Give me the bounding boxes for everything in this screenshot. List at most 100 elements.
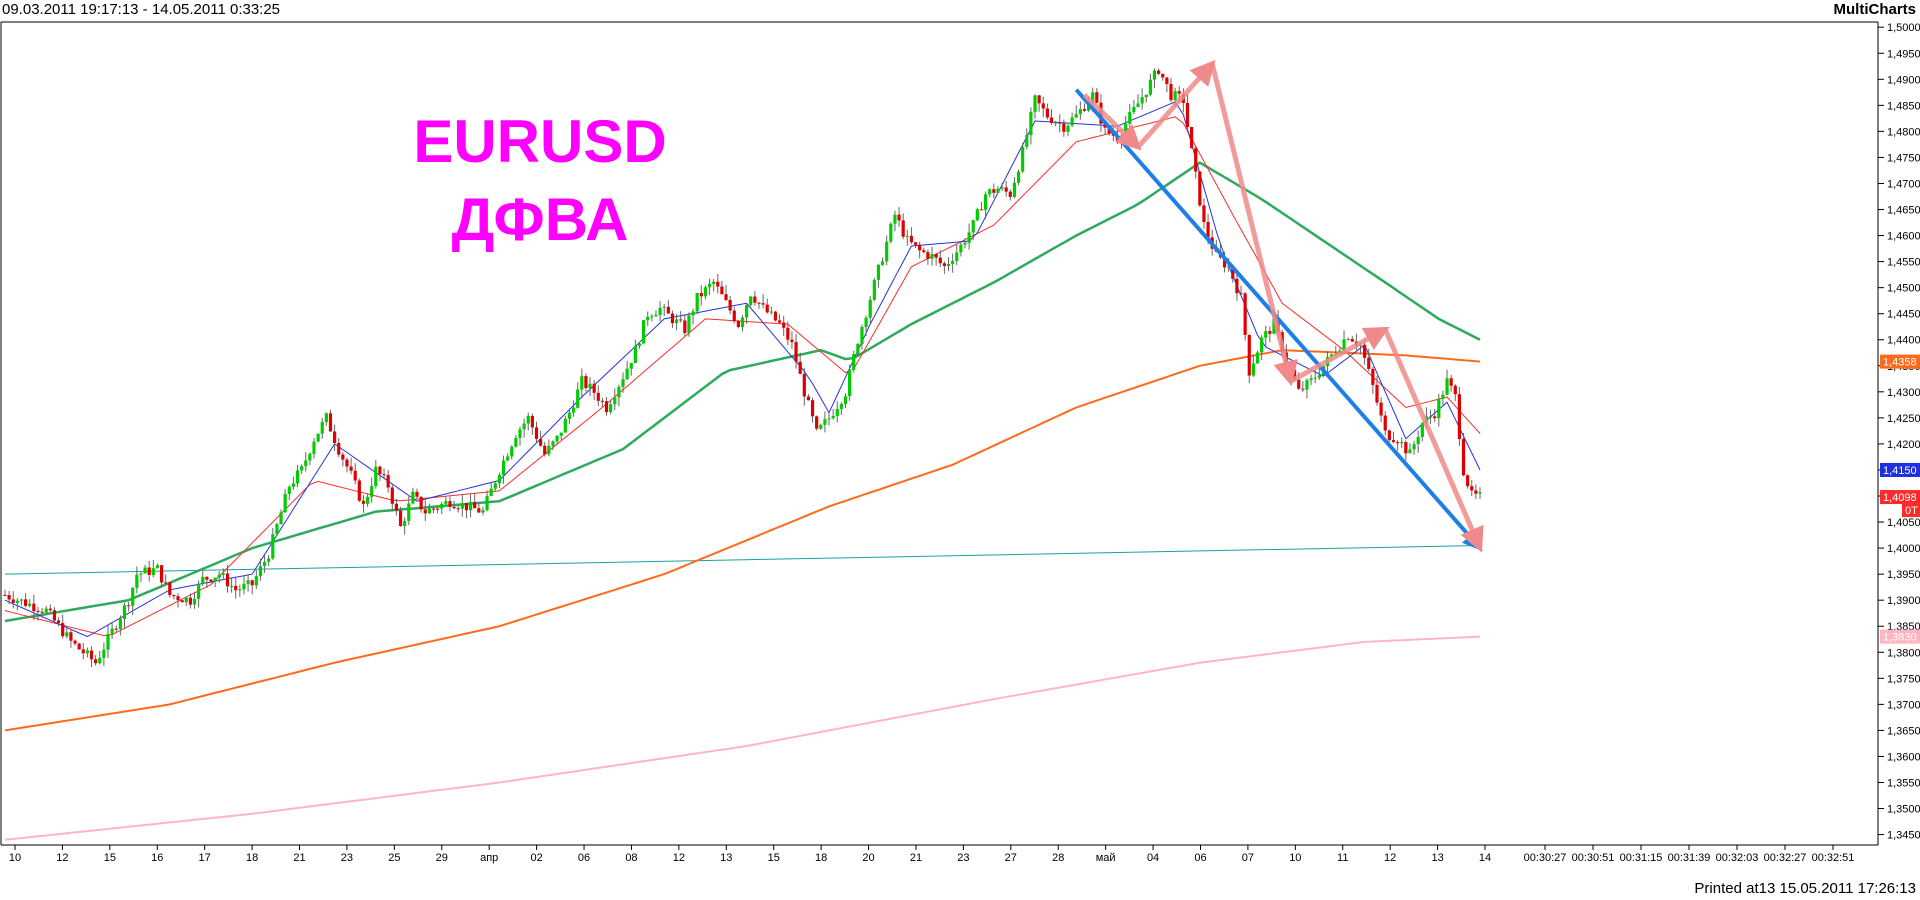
candle-body: [1194, 148, 1198, 172]
candle-body: [625, 368, 629, 380]
candle-body: [1095, 92, 1099, 103]
candle-body: [740, 317, 745, 328]
candle-body: [122, 605, 127, 620]
candle-body: [543, 445, 547, 455]
candle-body: [192, 598, 197, 605]
candle-body: [24, 599, 28, 606]
candle-body: [1157, 70, 1161, 74]
candle-body: [1033, 95, 1037, 112]
candle-body: [102, 649, 106, 658]
candle-body: [295, 470, 300, 484]
candle-body: [213, 577, 217, 582]
y-tick-label: 1,3800: [1887, 647, 1920, 659]
candle-body: [52, 610, 57, 621]
candle-body: [127, 605, 131, 607]
candle-body: [728, 299, 732, 311]
x-tick-label: 15: [768, 852, 780, 864]
candle-body: [798, 361, 802, 374]
candle-body: [225, 573, 230, 587]
candle-body: [1107, 127, 1111, 134]
candle-body: [1070, 117, 1074, 126]
candle-body: [279, 512, 283, 525]
candle-body: [514, 437, 518, 447]
candle-body: [403, 520, 407, 526]
x-tick-label: 04: [1147, 852, 1159, 864]
y-tick-label: 1,4900: [1887, 74, 1920, 86]
x-tick-label: 12: [1384, 852, 1396, 864]
candle-body: [1173, 91, 1177, 101]
x-tick-label: 20: [862, 852, 874, 864]
candle-body: [411, 491, 415, 504]
candle-body: [168, 582, 172, 596]
x-tick-label: 10: [9, 852, 21, 864]
candle-body: [1206, 222, 1210, 238]
candle-body: [19, 599, 24, 601]
candle-body: [1260, 337, 1264, 353]
candle-body: [468, 502, 473, 511]
x-tick-label: 14: [1479, 852, 1491, 864]
x-tick-label: 16: [151, 852, 163, 864]
candle-body: [1461, 439, 1466, 476]
candle-body: [534, 427, 539, 439]
candle-body: [1453, 385, 1457, 395]
x-tick-label: 17: [199, 852, 211, 864]
candle-body: [1387, 430, 1391, 441]
candle-body: [629, 363, 633, 369]
candle-body: [1268, 330, 1272, 334]
candle-body: [806, 396, 811, 401]
candle-body: [571, 407, 576, 413]
candle-body: [712, 281, 716, 285]
candle-body: [242, 583, 246, 590]
candle-body: [617, 386, 621, 398]
candle-body: [1363, 344, 1367, 358]
y-tick-label: 1,3600: [1887, 751, 1920, 763]
candle-body: [905, 235, 909, 237]
candle-body: [1297, 379, 1301, 389]
candle-body: [724, 294, 728, 300]
y-tick-label: 1,4200: [1887, 439, 1920, 451]
candle-body: [1227, 266, 1231, 268]
y-tick-label: 1,4750: [1887, 152, 1920, 164]
candle-body: [114, 628, 118, 630]
candle-body: [757, 302, 761, 304]
candle-body: [683, 320, 687, 334]
candle-body: [604, 401, 609, 413]
candle-body: [1016, 171, 1021, 183]
x-tick-label: 00:30:27: [1524, 852, 1567, 864]
candle-body: [1264, 330, 1268, 338]
candle-body: [576, 389, 580, 408]
candle-body: [312, 441, 316, 454]
candle-body: [889, 223, 893, 242]
candle-body: [7, 595, 11, 600]
candle-body: [1379, 402, 1383, 416]
candle-body: [959, 244, 963, 253]
candle-body: [506, 456, 510, 461]
candle-body: [65, 632, 69, 637]
x-tick-label: 18: [815, 852, 827, 864]
candle-body: [398, 510, 403, 526]
candle-body: [547, 445, 551, 455]
x-tick-label: 08: [625, 852, 637, 864]
candle-body: [613, 397, 617, 405]
candle-body: [633, 345, 637, 364]
candle-body: [938, 257, 942, 264]
candle-body: [143, 567, 147, 574]
y-tick-label: 1,3650: [1887, 725, 1920, 737]
support-line: [4, 544, 1481, 575]
candle-body: [707, 284, 712, 288]
candle-body: [996, 188, 1000, 193]
candle-body: [135, 574, 139, 588]
candle-body: [73, 640, 77, 644]
candle-body: [703, 287, 708, 297]
candle-body: [1008, 191, 1012, 197]
candle-body: [913, 242, 918, 245]
candle-body: [28, 603, 32, 606]
x-tick-label: 23: [957, 852, 969, 864]
y-tick-label: 1,4400: [1887, 335, 1920, 347]
candle-body: [1457, 394, 1461, 440]
candle-body: [485, 496, 489, 511]
candle-body: [946, 263, 951, 267]
candle-body: [374, 466, 378, 487]
candle-body: [819, 424, 823, 429]
